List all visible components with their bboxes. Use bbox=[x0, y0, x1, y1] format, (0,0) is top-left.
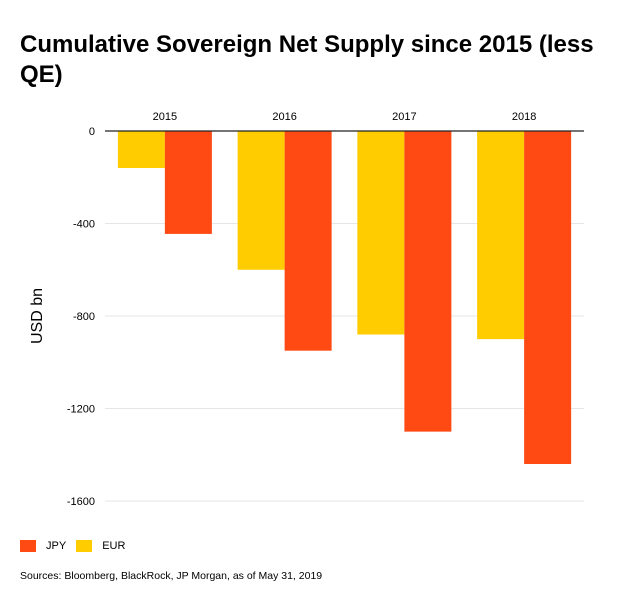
y-axis-label: USD bn bbox=[29, 288, 46, 344]
bar-eur-2018 bbox=[477, 131, 525, 340]
legend-item-jpy: JPY bbox=[20, 540, 66, 552]
bar-jpy-2017 bbox=[404, 131, 452, 432]
bar-jpy-2015 bbox=[164, 131, 212, 234]
chart-title: Cumulative Sovereign Net Supply since 20… bbox=[20, 31, 594, 88]
y-tick-label: -800 bbox=[73, 311, 95, 323]
bar-jpy-2016 bbox=[284, 131, 332, 351]
y-tick-label: 0 bbox=[89, 126, 95, 138]
x-tick-label: 2017 bbox=[392, 111, 416, 123]
x-tick-label: 2016 bbox=[272, 111, 296, 123]
y-tick-label: -400 bbox=[73, 219, 95, 231]
legend-swatch-eur bbox=[76, 540, 93, 552]
bar-jpy-2018 bbox=[524, 131, 572, 464]
bar-eur-2017 bbox=[357, 131, 405, 335]
source-note: Sources: Bloomberg, BlackRock, JP Morgan… bbox=[20, 570, 323, 582]
y-tick-label: -1200 bbox=[67, 404, 95, 416]
bar-chart: 0 -400 -800 -1200 -1600 2015 2016 2017 2018 USD b… bbox=[29, 111, 584, 508]
x-tick-label: 2015 bbox=[153, 111, 177, 123]
bar-eur-2016 bbox=[237, 131, 285, 270]
legend-label-eur: EUR bbox=[102, 540, 126, 552]
x-tick-label: 2018 bbox=[512, 111, 536, 123]
y-tick-label: -1600 bbox=[67, 496, 95, 508]
legend-swatch-jpy bbox=[20, 540, 36, 552]
legend-item-eur: EUR bbox=[76, 540, 125, 552]
legend-label-jpy: JPY bbox=[46, 540, 67, 552]
bar-eur-2015 bbox=[117, 131, 165, 168]
legend: JPY EUR bbox=[20, 540, 125, 552]
